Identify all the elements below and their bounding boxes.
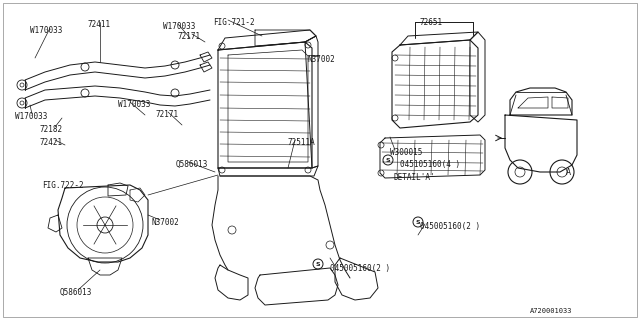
Text: W170033: W170033: [30, 26, 62, 35]
Text: W300015: W300015: [390, 148, 422, 157]
Text: 72171: 72171: [178, 32, 201, 41]
Text: 045005160(2 ): 045005160(2 ): [330, 264, 390, 273]
Text: S: S: [416, 220, 420, 225]
Text: 72511A: 72511A: [287, 138, 315, 147]
Text: FIG.722-2: FIG.722-2: [42, 181, 84, 190]
Text: FIG.721-2: FIG.721-2: [213, 18, 255, 27]
Text: W170033: W170033: [163, 22, 195, 31]
Text: A720001033: A720001033: [530, 308, 573, 314]
Text: 72182: 72182: [40, 125, 63, 134]
Text: W170033: W170033: [118, 100, 150, 109]
Text: S: S: [386, 157, 390, 163]
Text: Q586013: Q586013: [60, 288, 92, 297]
Text: N37002: N37002: [308, 55, 336, 64]
Text: Q586013: Q586013: [176, 160, 209, 169]
Text: W170033: W170033: [15, 112, 47, 121]
Text: A: A: [566, 168, 571, 177]
Text: 72421: 72421: [40, 138, 63, 147]
Text: 72411: 72411: [88, 20, 111, 29]
Text: DETAIL'A': DETAIL'A': [393, 173, 435, 182]
Text: 045005160(2 ): 045005160(2 ): [420, 222, 480, 231]
Text: 72651: 72651: [420, 18, 443, 27]
Text: 045105160(4 ): 045105160(4 ): [400, 160, 460, 169]
Text: N37002: N37002: [152, 218, 180, 227]
Text: S: S: [316, 261, 320, 267]
Text: 72171: 72171: [155, 110, 178, 119]
